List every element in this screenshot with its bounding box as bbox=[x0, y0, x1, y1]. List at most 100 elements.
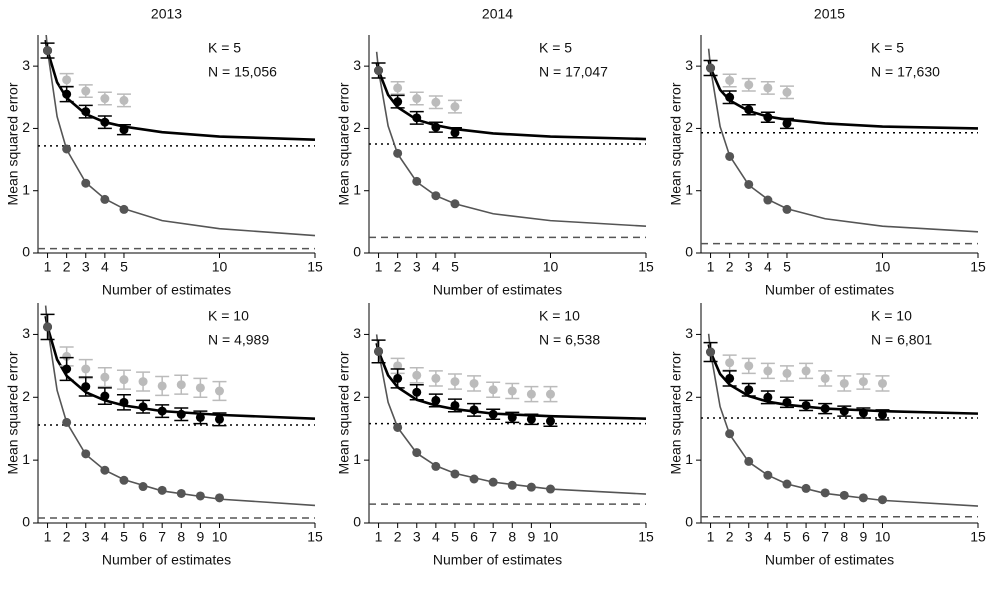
data-point bbox=[450, 400, 460, 410]
x-tick-label: 15 bbox=[638, 529, 654, 545]
data-point bbox=[725, 358, 735, 368]
y-tick-label: 2 bbox=[353, 119, 361, 135]
data-point bbox=[374, 66, 384, 76]
x-tick-label: 1 bbox=[707, 259, 715, 275]
y-tick-label: 3 bbox=[685, 57, 693, 73]
y-tick-label: 2 bbox=[22, 119, 30, 135]
y-tick-label: 3 bbox=[22, 325, 30, 341]
data-point bbox=[431, 191, 441, 201]
data-point bbox=[526, 482, 536, 492]
data-point bbox=[469, 378, 479, 388]
data-point bbox=[100, 94, 110, 104]
data-point bbox=[431, 395, 441, 405]
x-tick-label: 3 bbox=[82, 529, 90, 545]
x-tick-label: 3 bbox=[413, 529, 421, 545]
x-tick-label: 8 bbox=[177, 529, 185, 545]
data-point bbox=[214, 414, 224, 424]
x-tick-label: 2 bbox=[63, 529, 71, 545]
data-point bbox=[744, 179, 754, 189]
x-tick-label: 2 bbox=[726, 259, 734, 275]
plot-area bbox=[369, 51, 647, 239]
data-point bbox=[195, 383, 205, 393]
x-tick-label: 4 bbox=[432, 259, 440, 275]
x-tick-label: 10 bbox=[212, 529, 228, 545]
data-point bbox=[138, 402, 148, 412]
data-point bbox=[763, 392, 773, 402]
y-axis-label: Mean squared error bbox=[668, 82, 684, 205]
data-point bbox=[412, 113, 422, 123]
y-tick-label: 1 bbox=[353, 451, 361, 467]
plot-area bbox=[701, 333, 979, 518]
x-tick-label: 5 bbox=[120, 259, 128, 275]
x-tick-label: 1 bbox=[375, 529, 383, 545]
data-point bbox=[545, 416, 555, 426]
data-point bbox=[81, 178, 91, 188]
data-point bbox=[744, 456, 754, 466]
data-point bbox=[81, 86, 91, 96]
data-point bbox=[877, 410, 887, 420]
x-tick-label: 15 bbox=[307, 529, 323, 545]
y-tick-label: 1 bbox=[685, 181, 693, 197]
fit-curve bbox=[375, 334, 647, 495]
y-tick-label: 2 bbox=[353, 388, 361, 404]
y-tick-label: 0 bbox=[685, 244, 693, 260]
data-point bbox=[507, 480, 517, 490]
data-point bbox=[744, 361, 754, 371]
x-tick-label: 8 bbox=[840, 529, 848, 545]
data-point bbox=[782, 118, 792, 128]
y-axis-label: Mean squared error bbox=[668, 351, 684, 474]
data-point bbox=[763, 366, 773, 376]
data-point bbox=[725, 92, 735, 102]
data-point bbox=[214, 493, 224, 503]
data-point bbox=[507, 386, 517, 396]
data-point bbox=[374, 346, 384, 356]
data-point bbox=[119, 125, 129, 135]
x-tick-label: 5 bbox=[451, 529, 459, 545]
data-point bbox=[744, 80, 754, 90]
y-tick-label: 0 bbox=[685, 514, 693, 530]
data-point bbox=[763, 83, 773, 93]
data-point bbox=[119, 397, 129, 407]
y-tick-label: 0 bbox=[353, 244, 361, 260]
x-tick-label: 10 bbox=[543, 259, 559, 275]
y-tick-label: 0 bbox=[22, 244, 30, 260]
data-point bbox=[393, 83, 403, 93]
data-point bbox=[393, 422, 403, 432]
data-point bbox=[62, 144, 72, 154]
data-point bbox=[725, 429, 735, 439]
data-point bbox=[138, 377, 148, 387]
data-point bbox=[81, 107, 91, 117]
x-tick-label: 2 bbox=[726, 529, 734, 545]
data-point bbox=[138, 482, 148, 492]
annotation: N = 17,630 bbox=[871, 64, 940, 80]
x-tick-label: 2 bbox=[394, 259, 402, 275]
x-tick-label: 15 bbox=[970, 259, 986, 275]
x-tick-label: 4 bbox=[432, 529, 440, 545]
data-point bbox=[157, 485, 167, 495]
data-point bbox=[393, 373, 403, 383]
x-tick-label: 3 bbox=[413, 259, 421, 275]
x-tick-label: 4 bbox=[101, 529, 109, 545]
data-point bbox=[43, 322, 53, 332]
data-point bbox=[100, 465, 110, 475]
y-tick-label: 2 bbox=[685, 119, 693, 135]
annotation: K = 5 bbox=[208, 40, 241, 56]
data-point bbox=[782, 479, 792, 489]
x-tick-label: 7 bbox=[821, 529, 829, 545]
data-point bbox=[820, 404, 830, 414]
data-point bbox=[488, 477, 498, 487]
data-point bbox=[412, 448, 422, 458]
data-point bbox=[100, 117, 110, 127]
x-tick-label: 10 bbox=[543, 529, 559, 545]
data-point bbox=[450, 377, 460, 387]
x-tick-label: 1 bbox=[44, 529, 52, 545]
data-point bbox=[507, 412, 517, 422]
data-point bbox=[176, 380, 186, 390]
x-tick-label: 10 bbox=[212, 259, 228, 275]
x-tick-label: 10 bbox=[875, 529, 891, 545]
x-tick-label: 1 bbox=[707, 529, 715, 545]
x-axis-label: Number of estimates bbox=[765, 282, 894, 298]
